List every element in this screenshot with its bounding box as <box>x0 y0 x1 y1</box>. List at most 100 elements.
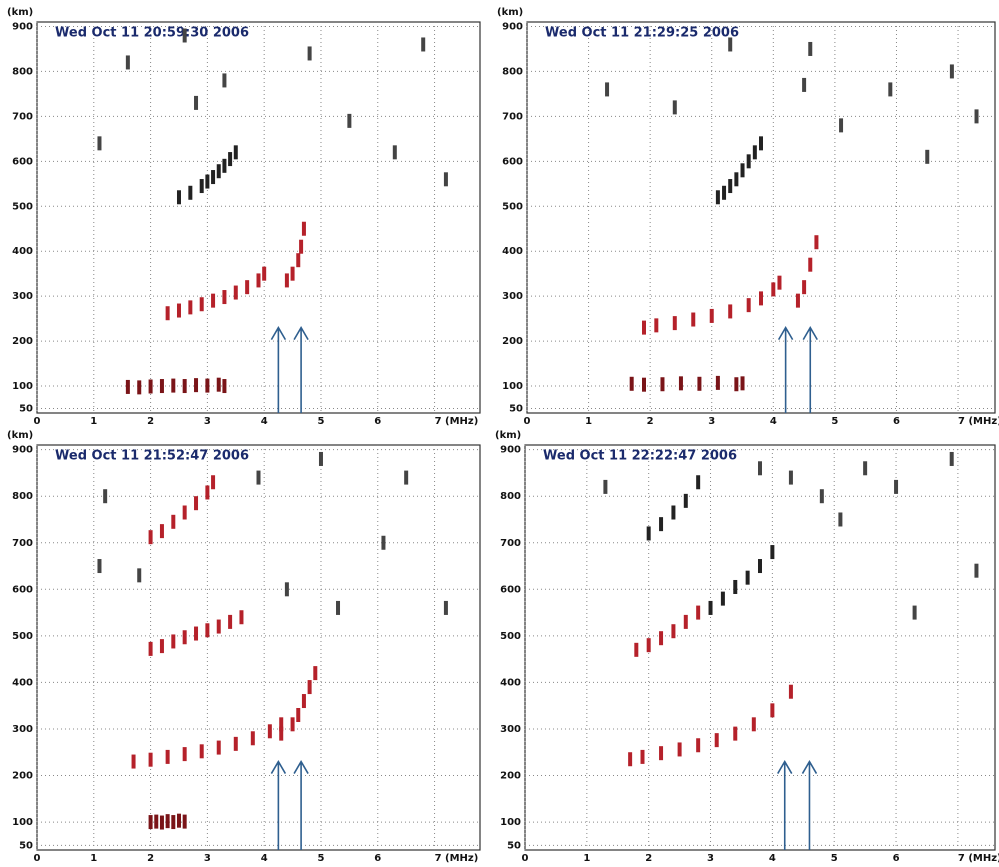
echo-trace <box>296 708 301 722</box>
y-tick-label: 700 <box>502 111 523 122</box>
echo-trace <box>863 461 868 476</box>
y-tick-label: 800 <box>12 66 33 77</box>
echo-trace <box>228 614 233 629</box>
echo-trace <box>182 28 187 43</box>
echo-trace <box>660 377 665 392</box>
echo-trace <box>788 684 793 699</box>
x-tick-label: 6 <box>893 416 900 427</box>
x-tick-label: 2 <box>147 853 154 863</box>
echo-trace <box>677 742 682 757</box>
echo-trace <box>165 814 170 829</box>
y-tick-label: 50 <box>509 404 523 415</box>
echo-trace <box>770 703 775 718</box>
echo-trace <box>256 273 261 288</box>
echo-trace <box>290 266 295 281</box>
echo-trace <box>307 46 312 61</box>
echo-trace <box>912 605 917 620</box>
y-tick-label: 600 <box>12 584 33 595</box>
echo-trace <box>216 740 221 755</box>
echo-trace <box>691 312 696 327</box>
echo-trace <box>949 451 954 466</box>
echo-trace <box>697 376 702 391</box>
y-tick-label: 200 <box>12 771 33 782</box>
x-tick-label: 5 <box>831 853 838 863</box>
x-tick-label: 1 <box>90 416 97 427</box>
echo-trace <box>659 746 664 761</box>
echo-trace <box>176 190 181 205</box>
echo-trace <box>336 600 341 615</box>
echo-trace <box>211 293 216 308</box>
y-tick-label: 600 <box>500 584 521 595</box>
echo-trace <box>299 239 304 254</box>
echo-trace <box>672 316 677 331</box>
ionogram-panel: 0 1 2 3 4 5 6 7 (MHz) 50 100 200 300 400 500 600 700 800… <box>7 430 481 864</box>
plot-frame <box>526 21 996 414</box>
echo-trace <box>421 37 426 52</box>
echo-trace <box>250 731 255 746</box>
panel-title: Wed Oct 11 21:29:25 2006 <box>545 26 739 41</box>
echo-trace <box>205 378 210 393</box>
y-tick-label: 700 <box>500 538 521 549</box>
echo-trace <box>728 179 733 194</box>
echo-trace <box>819 489 824 504</box>
echo-trace <box>171 514 176 529</box>
y-tick-label: 200 <box>502 336 523 347</box>
echo-trace <box>838 512 843 527</box>
x-tick-label: 1 <box>90 853 97 863</box>
y-tick-label: 100 <box>500 817 521 828</box>
echo-trace <box>758 559 762 574</box>
y-tick-label: 400 <box>500 677 521 688</box>
echo-trace <box>222 379 227 394</box>
echo-trace <box>628 752 633 767</box>
y-tick-label: 300 <box>12 724 33 735</box>
echo-trace <box>659 517 664 532</box>
echo-trace <box>199 297 204 312</box>
echo-trace <box>137 380 142 395</box>
echo-trace <box>605 82 610 97</box>
frequency-arrow <box>293 759 309 850</box>
x-tick-label: 0 <box>522 853 529 863</box>
echo-trace <box>642 320 646 335</box>
echo-trace <box>646 638 651 653</box>
echo-trace <box>301 694 306 709</box>
echo-trace <box>808 41 813 56</box>
x-tick-label: 4 <box>261 416 268 427</box>
plot-frame <box>36 21 481 414</box>
echo-trace <box>233 145 238 160</box>
x-tick-label: 6 <box>374 416 381 427</box>
echo-trace <box>125 379 130 394</box>
echo-trace <box>194 95 199 110</box>
echo-trace <box>307 680 312 695</box>
echo-trace <box>634 642 639 657</box>
y-tick-label: 300 <box>502 291 523 302</box>
echo-trace <box>672 100 677 115</box>
echo-trace <box>182 505 187 520</box>
y-tick-label: 800 <box>12 491 33 502</box>
echo-trace <box>216 377 221 392</box>
echo-trace <box>182 630 187 645</box>
y-tick-label: 300 <box>12 291 33 302</box>
echo-trace <box>715 190 720 205</box>
echo-trace <box>888 82 893 97</box>
y-axis-label: (km) <box>497 7 523 18</box>
echo-trace <box>714 733 719 748</box>
y-tick-label: 900 <box>502 21 523 32</box>
echo-trace <box>131 754 136 769</box>
echo-trace <box>171 378 176 393</box>
y-tick-label: 100 <box>12 817 33 828</box>
echo-trace <box>752 145 757 160</box>
y-tick-label: 500 <box>12 631 33 642</box>
ionogram-panel: 0 1 2 3 4 5 6 7 (MHz) 50 100 200 300 400 500 600 700 800… <box>495 430 999 864</box>
panel-title: Wed Oct 11 22:22:47 2006 <box>543 449 737 464</box>
echo-trace <box>795 293 800 308</box>
echo-trace <box>404 470 409 485</box>
echo-trace <box>696 605 701 620</box>
echo-trace <box>746 298 751 313</box>
echo-trace <box>194 496 199 511</box>
echo-trace <box>671 505 676 520</box>
echo-trace <box>443 172 448 187</box>
echo-trace <box>740 376 745 391</box>
echo-trace <box>746 154 751 169</box>
echo-trace <box>148 752 153 767</box>
